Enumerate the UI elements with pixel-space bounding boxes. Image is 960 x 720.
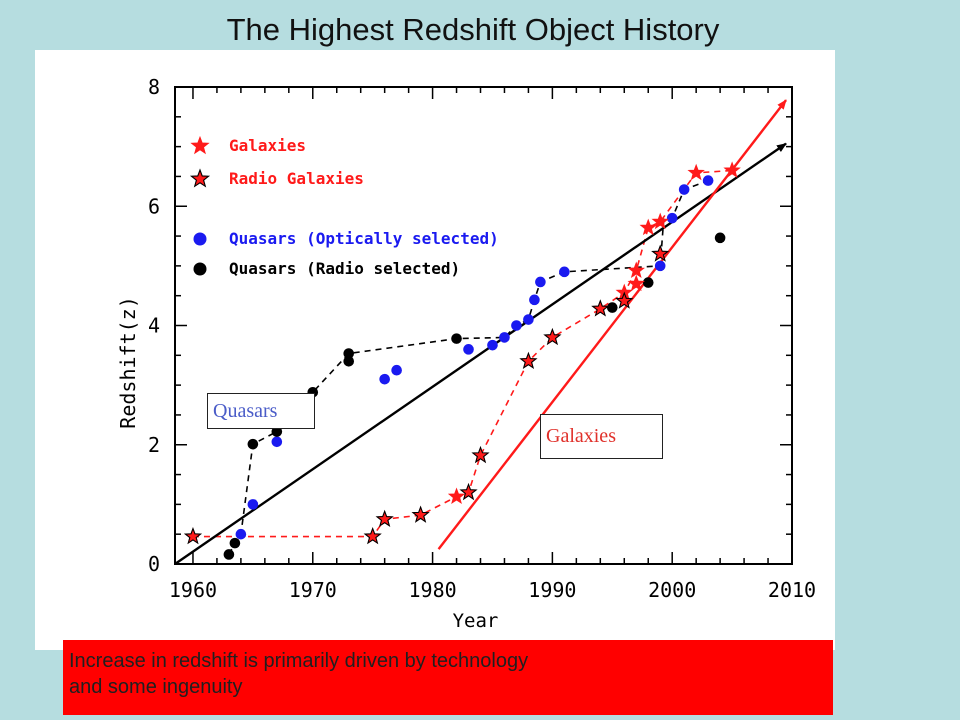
data-point [523,314,534,325]
data-point [535,276,546,288]
x-tick-label: 1960 [169,578,217,602]
data-point [235,528,247,540]
legend-label: Radio Galaxies [229,169,364,188]
data-point [375,509,394,528]
trend-arrow [174,142,787,565]
data-point [687,163,705,181]
data-point [447,487,466,505]
caption-line-1: Increase in redshift is primarily driven… [69,650,529,672]
data-point [229,537,241,549]
data-point [651,212,669,230]
x-tick-label: 1970 [289,578,337,602]
data-point [391,364,402,376]
data-point [271,436,283,448]
y-tick-label: 2 [148,433,160,457]
data-point [471,445,490,464]
data-point [654,260,666,272]
data-point [363,527,382,545]
data-point [343,355,355,367]
data-point [591,299,610,317]
y-axis-label: Redshift(z) [116,296,140,428]
page-title: The Highest Redshift Object History [226,12,720,47]
legend-label: Galaxies [229,136,306,155]
y-tick-label: 8 [148,75,160,99]
data-point [519,351,538,370]
data-point [702,175,714,186]
caption-line-2: and some ingenuity [69,676,243,698]
x-tick-label: 2000 [648,578,696,602]
data-point [639,218,657,236]
data-point [543,327,562,346]
data-point [487,339,498,351]
data-point [463,344,474,355]
data-point [247,499,259,510]
data-point [666,212,678,224]
x-tick-label: 2010 [768,578,816,602]
data-point [451,333,462,344]
caption-box: Increase in redshift is primarily driven… [63,640,833,715]
data-point [459,482,478,501]
redshift-chart: Galaxies Radio Galaxies Quasars (Optically… [116,75,816,632]
legend-marker [193,262,207,276]
legend-marker [193,232,207,246]
x-tick-label: 1980 [408,578,456,602]
x-tick-label: 1990 [528,578,576,602]
y-tick-label: 6 [148,194,160,218]
data-point [723,161,741,178]
legend-label: Quasars (Optically selected) [229,229,499,248]
data-point [651,244,670,262]
data-point [343,348,355,359]
data-point [642,277,654,288]
y-tick-label: 0 [148,552,160,576]
data-point [615,291,634,309]
data-point [627,274,645,292]
galaxies-annotation: Galaxies [540,414,663,459]
legend-marker [189,168,211,188]
data-point [606,302,618,313]
legend-marker [190,135,210,155]
data-point [411,505,430,523]
x-axis-label: Year [453,610,499,632]
data-point [247,438,259,450]
data-point [511,320,522,331]
data-point [559,266,570,278]
data-point [627,261,645,279]
dashed-track-line [192,169,733,538]
data-point [223,549,235,560]
legend-label: Quasars (Radio selected) [229,259,460,278]
chart-panel: Galaxies Radio Galaxies Quasars (Optically… [35,50,835,650]
data-point [499,332,510,343]
data-point [183,527,203,545]
quasars-annotation: Quasars [207,393,315,429]
y-tick-label: 4 [148,314,160,338]
data-point [379,373,390,385]
data-point [678,184,690,195]
data-point [714,232,726,244]
data-point [529,294,540,306]
